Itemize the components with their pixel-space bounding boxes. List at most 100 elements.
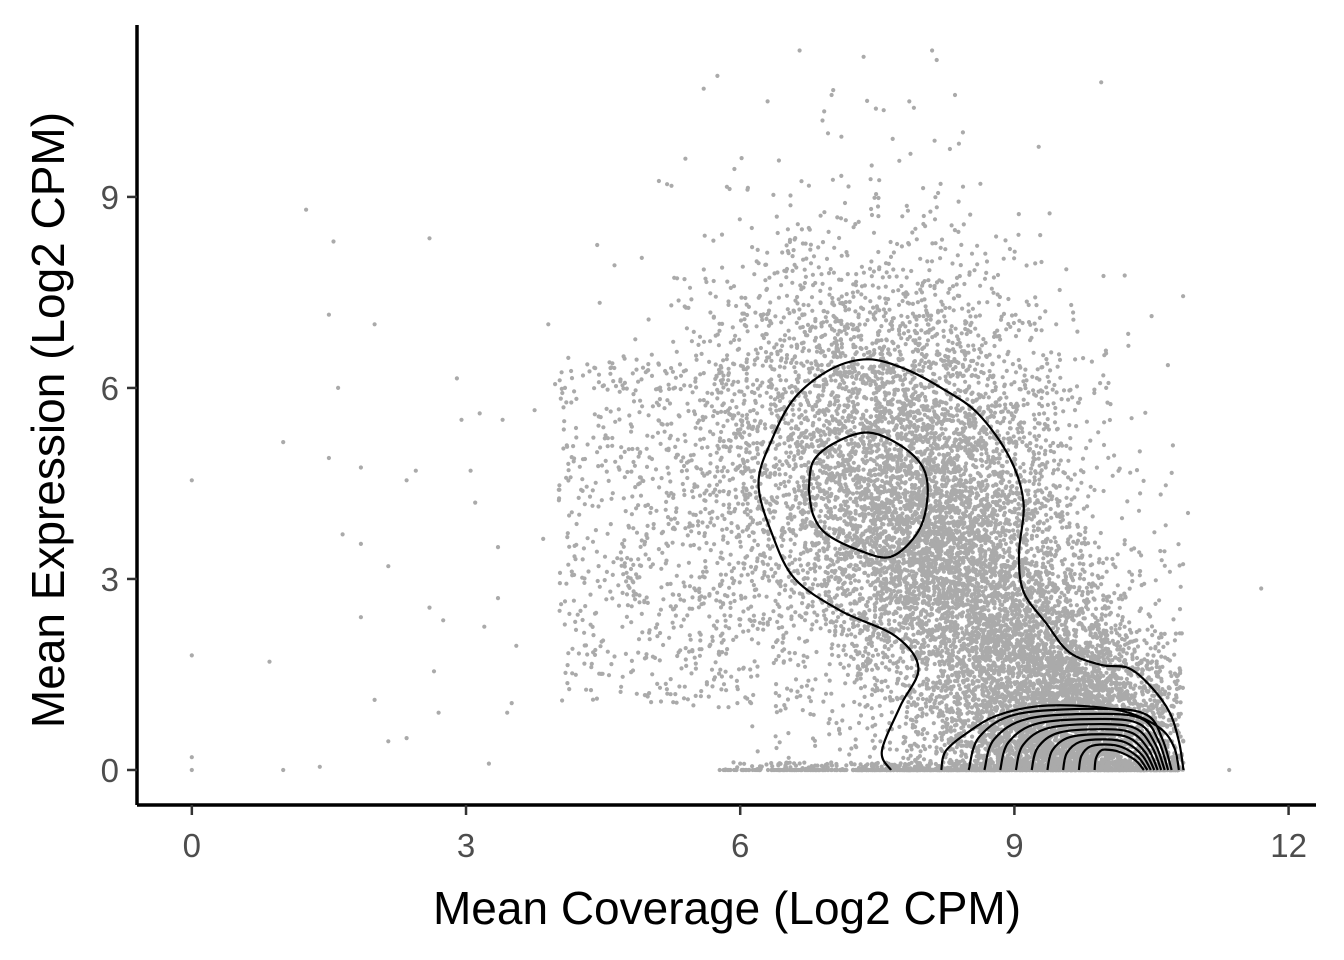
data-point <box>805 570 810 575</box>
data-point <box>1134 468 1140 473</box>
data-point <box>959 331 964 336</box>
data-point <box>754 565 759 570</box>
data-point <box>1043 448 1048 453</box>
data-point <box>808 242 814 247</box>
data-point <box>939 426 944 431</box>
data-point <box>970 306 976 311</box>
data-point <box>772 271 777 276</box>
data-point <box>968 323 973 328</box>
data-point <box>946 452 952 457</box>
data-point <box>744 412 750 417</box>
data-point <box>1004 459 1010 464</box>
data-point <box>715 515 720 521</box>
data-point <box>751 424 756 429</box>
data-point <box>732 166 737 172</box>
data-point <box>685 475 690 481</box>
data-point <box>742 509 747 515</box>
data-point <box>793 298 798 303</box>
data-point <box>733 333 738 338</box>
data-point <box>1056 503 1061 508</box>
data-point <box>754 324 759 329</box>
data-point <box>870 667 875 672</box>
data-point <box>935 349 940 354</box>
data-point <box>1021 403 1026 408</box>
data-point <box>933 195 938 200</box>
data-point <box>765 574 771 579</box>
data-point <box>837 478 842 483</box>
data-point <box>866 573 871 578</box>
data-point <box>818 626 823 631</box>
data-point <box>810 308 815 313</box>
data-point <box>698 510 703 515</box>
data-point <box>899 336 904 341</box>
data-point <box>832 245 837 250</box>
data-point <box>1044 357 1049 362</box>
data-point <box>1031 388 1036 393</box>
data-point <box>968 212 973 217</box>
data-point <box>773 691 778 696</box>
data-point <box>813 677 818 682</box>
data-point <box>782 365 787 370</box>
data-point <box>1088 438 1093 443</box>
data-point <box>777 398 783 404</box>
data-point <box>769 567 774 572</box>
data-point <box>810 324 815 329</box>
data-point <box>856 720 862 726</box>
data-point <box>988 408 993 413</box>
data-point <box>719 232 725 237</box>
data-point <box>843 652 849 657</box>
data-point <box>855 402 860 407</box>
data-point <box>768 300 773 305</box>
data-point <box>840 718 845 723</box>
data-point <box>1003 238 1008 243</box>
data-point <box>1056 443 1061 449</box>
data-point <box>865 435 870 440</box>
data-point <box>711 586 716 591</box>
data-point <box>817 565 823 570</box>
data-point <box>740 264 745 269</box>
data-point <box>1037 482 1042 487</box>
data-point <box>793 557 798 562</box>
data-point <box>802 664 808 669</box>
data-point <box>857 322 862 327</box>
data-point <box>868 177 873 182</box>
data-point <box>763 350 769 355</box>
data-point <box>666 382 671 387</box>
data-point <box>1038 471 1043 476</box>
data-point <box>997 452 1002 457</box>
data-point <box>691 329 696 334</box>
data-point <box>755 452 761 457</box>
data-point <box>987 352 992 357</box>
data-point <box>1000 471 1005 476</box>
data-point <box>905 705 910 710</box>
data-point <box>961 636 966 641</box>
data-point <box>952 391 958 396</box>
data-point <box>1076 400 1081 405</box>
data-point <box>827 732 832 737</box>
data-point <box>1034 533 1039 539</box>
data-point <box>1054 390 1059 395</box>
data-point <box>782 441 787 446</box>
data-point <box>715 465 720 470</box>
data-point <box>911 632 916 637</box>
data-point <box>1034 443 1039 448</box>
data-point <box>931 680 936 685</box>
data-point <box>1014 486 1019 491</box>
data-point <box>854 677 859 682</box>
data-point <box>1068 436 1073 441</box>
data-point <box>1037 411 1042 417</box>
data-point <box>858 421 863 426</box>
data-point <box>709 391 715 396</box>
data-point <box>883 445 888 450</box>
data-point <box>823 332 828 337</box>
data-point <box>894 639 899 644</box>
data-point <box>1143 410 1148 415</box>
data-point <box>796 663 801 668</box>
data-point <box>1005 431 1010 436</box>
data-point <box>1021 478 1026 483</box>
data-point <box>888 698 893 703</box>
data-point <box>688 637 693 642</box>
data-point <box>874 304 880 309</box>
data-point <box>994 234 999 239</box>
data-point <box>891 375 896 380</box>
